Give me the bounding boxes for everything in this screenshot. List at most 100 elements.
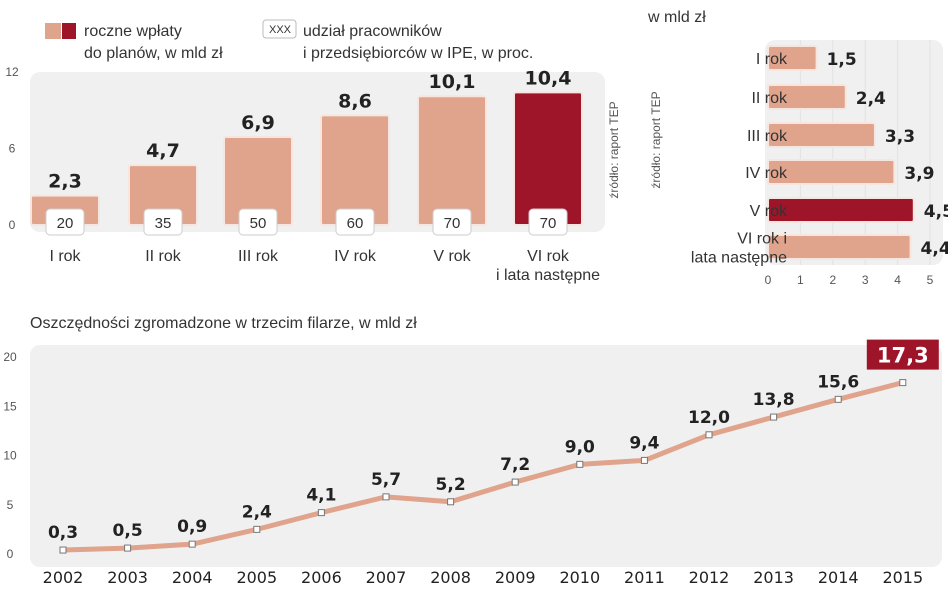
category-label: III rok xyxy=(747,128,788,145)
value-label: 15,6 xyxy=(817,372,859,392)
value-label: 3,9 xyxy=(904,164,934,184)
share-label: 70 xyxy=(540,215,557,232)
bar xyxy=(417,95,487,226)
value-label: 2,4 xyxy=(856,89,886,109)
legend-bar-label: roczne wpłaty xyxy=(84,23,182,40)
data-point xyxy=(447,498,455,506)
x-tick-label: 2015 xyxy=(882,568,923,587)
value-label: 5,7 xyxy=(371,470,401,490)
category-label: I rok xyxy=(49,248,81,265)
legend-swatch-light xyxy=(45,23,61,39)
x-tick-label: 2013 xyxy=(753,568,794,587)
value-label: 0,5 xyxy=(113,521,143,541)
bar xyxy=(767,84,847,110)
x-tick-label: 2009 xyxy=(495,568,536,587)
chart-title: Oszczędności zgromadzone w trzecim filar… xyxy=(30,315,417,332)
bar xyxy=(513,91,583,227)
x-tick-label: 0 xyxy=(765,273,772,287)
data-point xyxy=(899,379,907,387)
x-tick-label: 2014 xyxy=(818,568,859,587)
value-label: 2,4 xyxy=(242,502,272,522)
source-label: źródło: raport TEP xyxy=(607,101,621,198)
share-label: 35 xyxy=(155,215,172,232)
x-tick-label: 2006 xyxy=(301,568,342,587)
x-tick-label: 2003 xyxy=(107,568,148,587)
share-label: 20 xyxy=(57,215,74,232)
category-label: II rok xyxy=(145,248,182,265)
x-tick-label: 2012 xyxy=(689,568,730,587)
value-label: 3,3 xyxy=(885,127,915,147)
bar xyxy=(767,234,912,260)
category-label: lata następne xyxy=(691,250,787,267)
x-tick-label: 2002 xyxy=(43,568,84,587)
share-label: 50 xyxy=(250,215,267,232)
share-box xyxy=(143,208,183,236)
value-label: 4,7 xyxy=(146,140,180,162)
bar xyxy=(767,45,818,71)
share-box xyxy=(335,208,375,236)
bar xyxy=(767,159,896,185)
bar xyxy=(767,197,915,223)
category-label: i lata następne xyxy=(496,267,600,284)
data-point xyxy=(705,431,713,439)
value-label: 4,5 xyxy=(924,202,948,222)
category-label: V rok xyxy=(433,248,471,265)
value-label: 5,2 xyxy=(436,475,466,495)
legend-box-text: XXX xyxy=(269,24,292,36)
x-tick-label: 1 xyxy=(797,273,804,287)
legend-bar-label: do planów, w mld zł xyxy=(84,45,223,62)
x-tick-label: 2005 xyxy=(236,568,277,587)
share-label: 60 xyxy=(347,215,364,232)
value-label: 8,6 xyxy=(338,90,372,112)
y-tick-label: 10 xyxy=(3,449,17,463)
y-tick-label: 6 xyxy=(9,142,16,156)
y-tick-label: 0 xyxy=(9,218,16,232)
value-label: 13,8 xyxy=(753,390,795,410)
share-box xyxy=(528,208,568,236)
category-label: II rok xyxy=(751,90,788,107)
x-tick-label: 2004 xyxy=(172,568,213,587)
category-label: IV rok xyxy=(334,248,377,265)
data-point xyxy=(124,544,132,552)
category-label: I rok xyxy=(756,51,788,68)
category-label: VI rok xyxy=(527,248,570,265)
bar xyxy=(767,122,876,148)
plot-panel-2 xyxy=(765,40,943,265)
value-label: 12,0 xyxy=(688,408,730,428)
share-box xyxy=(432,208,472,236)
category-label: VI rok i xyxy=(737,231,787,248)
data-point xyxy=(640,456,648,464)
x-tick-label: 5 xyxy=(927,273,934,287)
x-tick-label: 4 xyxy=(894,273,901,287)
value-label: 1,5 xyxy=(827,50,857,70)
legend-box-label: i przedsiębiorców w IPE, w proc. xyxy=(303,45,533,62)
x-tick-label: 2011 xyxy=(624,568,665,587)
value-label: 17,3 xyxy=(877,344,929,368)
share-label: 70 xyxy=(444,215,461,232)
data-point xyxy=(253,525,261,533)
category-label: III rok xyxy=(238,248,279,265)
category-label: IV rok xyxy=(745,165,788,182)
y-tick-label: 12 xyxy=(5,65,19,79)
value-label: 0,3 xyxy=(48,523,78,543)
legend-box-label: udział pracowników xyxy=(303,23,442,40)
category-label: V rok xyxy=(750,203,788,220)
value-label: 9,0 xyxy=(565,437,595,457)
highlight-badge xyxy=(866,339,939,370)
value-label: 9,4 xyxy=(629,433,659,453)
y-tick-label: 5 xyxy=(7,498,14,512)
data-point xyxy=(382,493,390,501)
source-label: źródło: raport TEP xyxy=(649,91,663,188)
y-tick-label: 15 xyxy=(3,399,17,413)
value-label: 4,4 xyxy=(921,239,948,259)
x-tick-label: 2 xyxy=(829,273,836,287)
x-tick-label: 3 xyxy=(862,273,869,287)
data-point xyxy=(770,413,778,421)
data-point xyxy=(576,460,584,468)
series-line xyxy=(62,380,904,553)
value-label: 6,9 xyxy=(241,112,275,134)
x-tick-label: 2008 xyxy=(430,568,471,587)
value-label: 4,1 xyxy=(306,486,336,506)
